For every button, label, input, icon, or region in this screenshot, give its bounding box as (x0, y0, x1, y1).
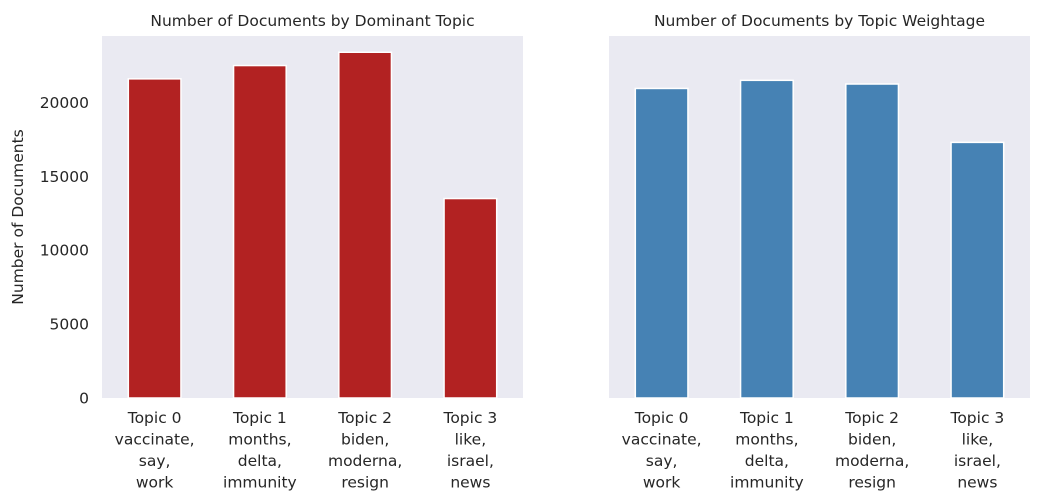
x-tick-label: Topic 0 vaccinate, say, work (115, 409, 195, 492)
x-tick-label-line: say, (646, 452, 678, 470)
x-tick-label: Topic 1 months, delta, immunity (223, 409, 297, 492)
bar-topic-2 (845, 83, 900, 399)
x-tick-label-line: biden, (848, 431, 896, 449)
y-axis-label: Number of Documents (9, 129, 27, 304)
x-tick-label-line: resign (848, 474, 896, 492)
right-chart-panel: Number of Documents by Topic Weightage To… (609, 12, 1030, 492)
bar-topic-2 (338, 51, 393, 399)
chart-title: Number of Documents by Dominant Topic (150, 12, 474, 30)
x-tick-label-line: news (957, 474, 997, 492)
x-tick-label-line: news (450, 474, 490, 492)
x-tick-label-line: Topic 1 (232, 409, 287, 427)
x-tick-label: Topic 2 biden, moderna, resign (328, 409, 402, 492)
y-tick-label: 0 (79, 390, 89, 408)
x-tick-label-line: vaccinate, (622, 431, 702, 449)
y-tick-label: 10000 (40, 242, 89, 260)
x-tick-label-line: Topic 0 (127, 409, 182, 427)
x-tick-label-line: Topic 2 (337, 409, 392, 427)
bar-topic-3 (443, 197, 498, 399)
x-tick-label: Topic 3 like, israel, news (442, 409, 497, 492)
x-tick-label-line: work (643, 474, 681, 492)
x-tick-label-line: Topic 3 (442, 409, 497, 427)
x-tick-label-line: moderna, (835, 452, 909, 470)
x-tick-label: Topic 0 vaccinate, say, work (622, 409, 702, 492)
x-tick-label: Topic 3 like, israel, news (949, 409, 1004, 492)
x-tick-label-line: delta, (745, 452, 789, 470)
x-tick-label-line: israel, (447, 452, 494, 470)
x-tick-label-line: like, (962, 431, 994, 449)
x-tick-label: Topic 1 months, delta, immunity (730, 409, 804, 492)
x-tick-label-line: resign (341, 474, 389, 492)
x-tick-label-line: Topic 3 (949, 409, 1004, 427)
x-tick-label-line: Topic 1 (739, 409, 794, 427)
bar-topic-3 (950, 141, 1005, 399)
x-tick-label-line: israel, (954, 452, 1001, 470)
x-tick-label-line: moderna, (328, 452, 402, 470)
x-tick-label-line: say, (139, 452, 171, 470)
bar-topic-0 (634, 87, 689, 399)
x-tick-label-line: biden, (341, 431, 389, 449)
x-tick-label-line: immunity (730, 474, 804, 492)
x-tick-label-line: work (136, 474, 174, 492)
y-tick-label: 20000 (40, 94, 89, 112)
chart-title: Number of Documents by Topic Weightage (654, 12, 985, 30)
bar-topic-1 (232, 64, 287, 399)
x-tick-label-line: Topic 2 (844, 409, 899, 427)
x-tick-label-line: Topic 0 (634, 409, 689, 427)
x-tick-label-line: immunity (223, 474, 297, 492)
y-tick-label: 5000 (50, 316, 89, 334)
x-tick-label: Topic 2 biden, moderna, resign (835, 409, 909, 492)
x-tick-label-line: delta, (238, 452, 282, 470)
x-tick-label-line: months, (735, 431, 798, 449)
bar-topic-0 (127, 78, 182, 399)
x-tick-label-line: months, (228, 431, 291, 449)
left-chart-panel: Number of Documents by Dominant Topic 0 50… (9, 12, 523, 492)
y-tick-label: 15000 (40, 168, 89, 186)
x-tick-label-line: like, (455, 431, 487, 449)
bar-topic-1 (739, 79, 794, 399)
x-tick-label-line: vaccinate, (115, 431, 195, 449)
